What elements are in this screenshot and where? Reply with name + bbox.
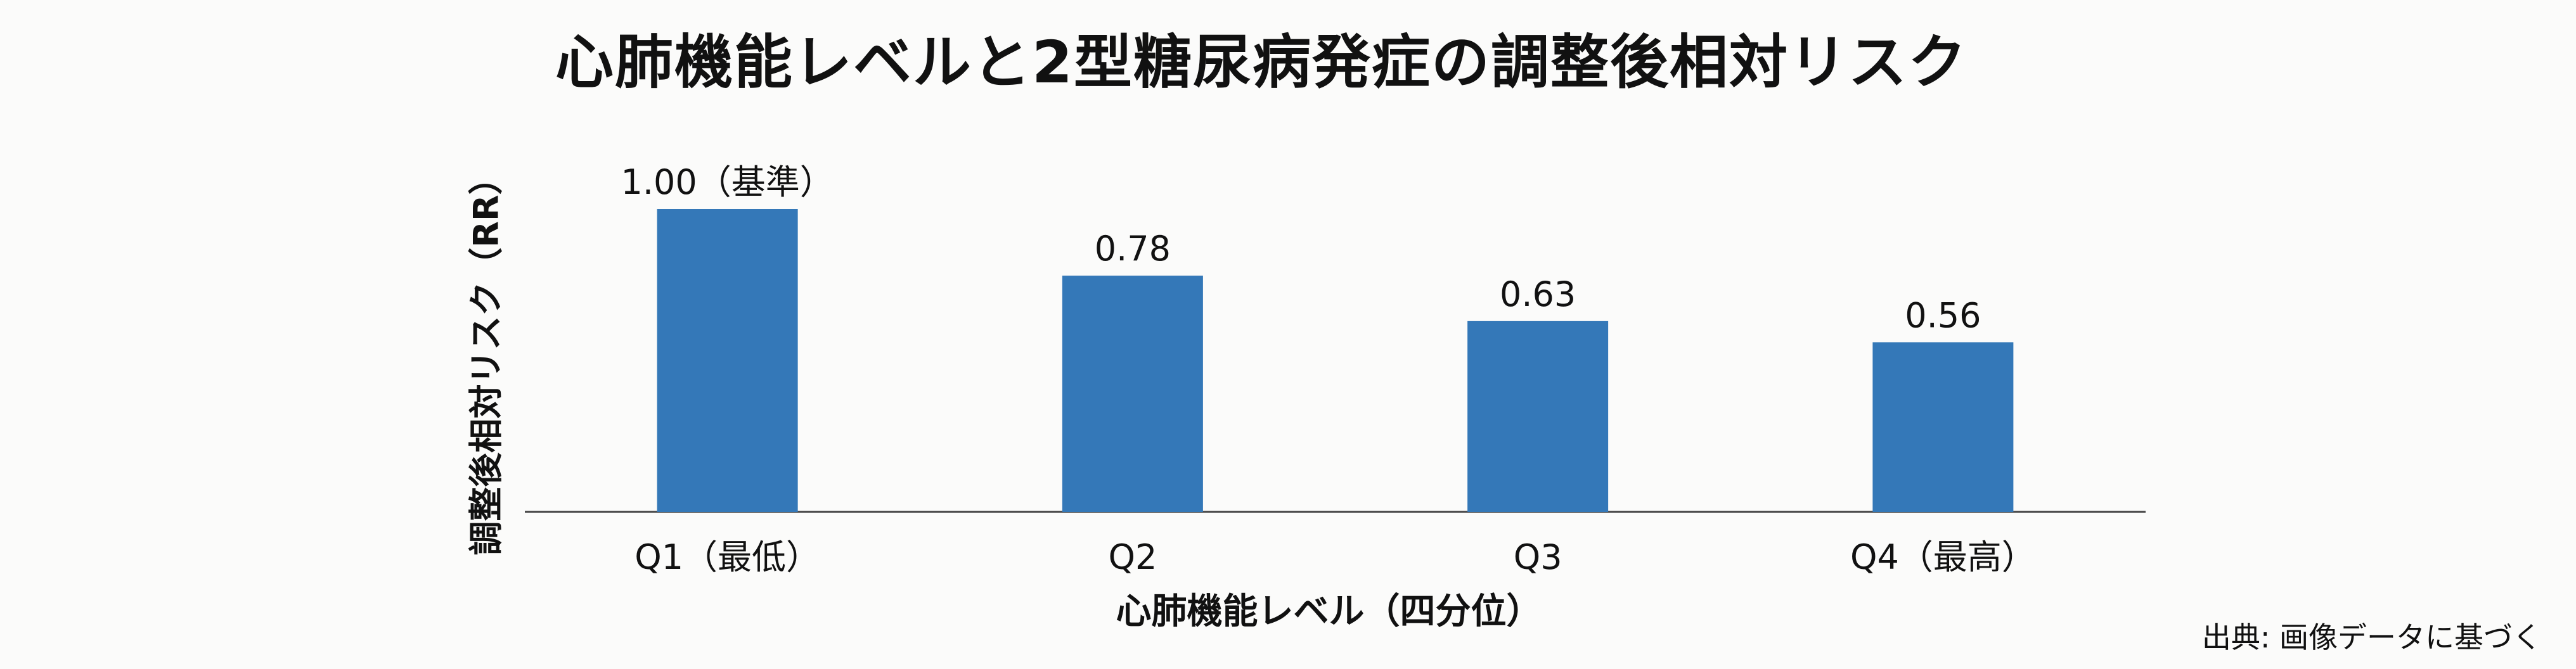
bar-2 <box>1062 276 1203 512</box>
source-note: 出典: 画像データに基づく <box>2201 620 2542 654</box>
x-tick-label-1: Q1（最低） <box>634 537 820 577</box>
bar-1 <box>657 209 798 512</box>
bar-value-label-2: 0.78 <box>1095 229 1171 269</box>
bar-value-label-3: 0.63 <box>1500 274 1576 314</box>
chart-title: 心肺機能レベルと2型糖尿病発症の調整後相対リスク <box>555 29 1967 96</box>
x-axis-label: 心肺機能レベル（四分位） <box>1116 591 1542 632</box>
x-tick-label-3: Q3 <box>1514 537 1562 577</box>
x-tick-label-2: Q2 <box>1108 537 1157 577</box>
bar-4 <box>1872 342 2014 512</box>
x-tick-label-4: Q4（最高） <box>1850 537 2036 577</box>
bar-value-label-1: 1.00（基準） <box>621 162 834 202</box>
bar-value-label-4: 0.56 <box>1905 295 1981 335</box>
bar-3 <box>1467 321 1609 512</box>
